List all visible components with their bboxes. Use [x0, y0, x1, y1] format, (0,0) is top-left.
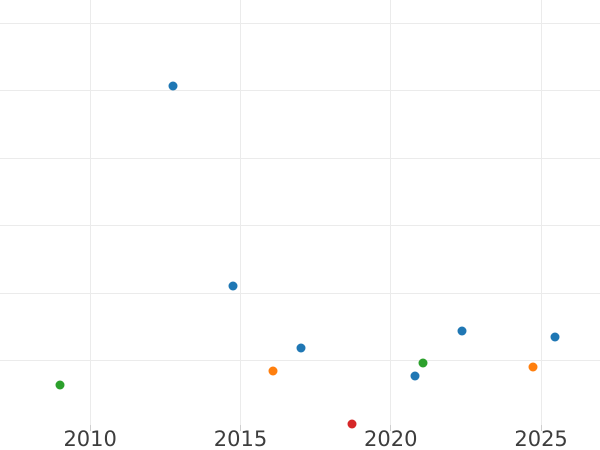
data-point-blue [550, 332, 560, 342]
v-gridline [239, 0, 241, 425]
h-gridline [0, 90, 600, 92]
data-point-green [55, 380, 65, 390]
x-tick-mark [89, 425, 91, 431]
data-point-blue [228, 281, 238, 291]
data-point-red [347, 419, 357, 429]
data-point-orange [268, 366, 278, 376]
x-tick-label: 2025 [514, 427, 568, 450]
data-point-blue [168, 81, 178, 91]
v-gridline [540, 0, 542, 425]
x-tick-label: 2015 [213, 427, 268, 450]
h-gridline [0, 292, 600, 294]
h-gridline [0, 157, 600, 159]
data-point-green [418, 358, 428, 368]
x-tick-mark [390, 425, 392, 431]
v-gridline [89, 0, 91, 425]
data-point-blue [410, 371, 420, 381]
h-gridline [0, 225, 600, 227]
h-gridline [0, 23, 600, 25]
h-gridline [0, 359, 600, 361]
x-tick-label: 2020 [364, 427, 418, 450]
x-tick-mark [239, 425, 241, 431]
data-point-blue [457, 326, 467, 336]
v-gridline [390, 0, 392, 425]
data-point-blue [296, 343, 306, 353]
data-point-orange [528, 362, 538, 372]
x-tick-label: 2010 [63, 427, 117, 450]
x-tick-mark [540, 425, 542, 431]
